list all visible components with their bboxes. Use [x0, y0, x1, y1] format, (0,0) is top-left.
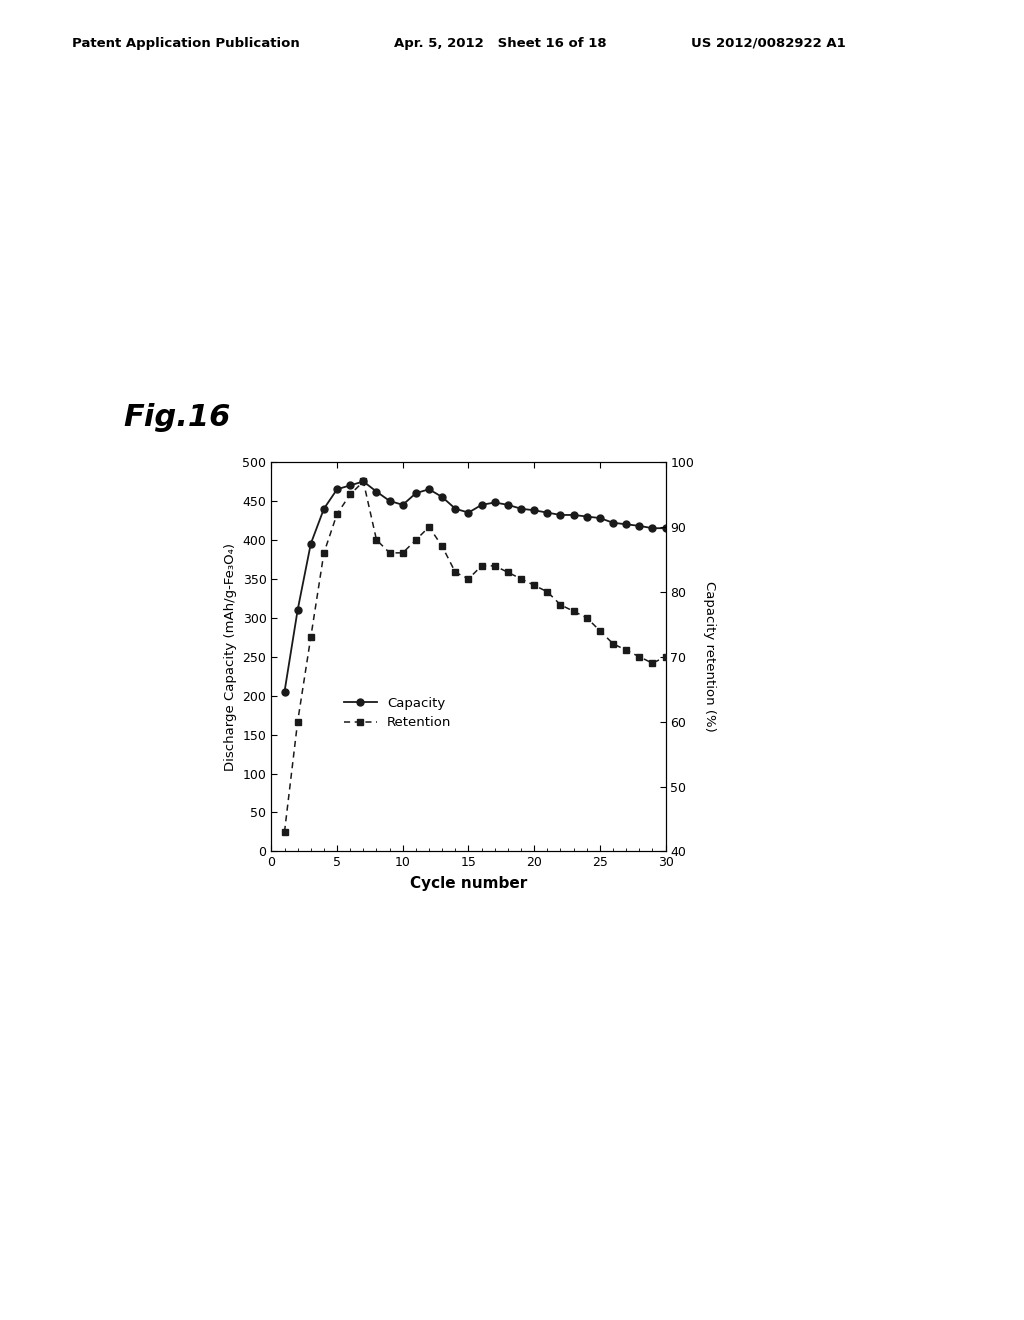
Line: Capacity: Capacity [281, 478, 669, 696]
Retention [621, 643, 633, 659]
Text: Apr. 5, 2012   Sheet 16 of 18: Apr. 5, 2012 Sheet 16 of 18 [394, 37, 607, 50]
Retention [541, 583, 553, 599]
Retention [594, 623, 606, 639]
Retention [410, 532, 422, 548]
X-axis label: Cycle number: Cycle number [410, 876, 527, 891]
Retention [357, 474, 370, 490]
Retention [331, 506, 343, 521]
Retention [515, 572, 527, 587]
Text: US 2012/0082922 A1: US 2012/0082922 A1 [691, 37, 846, 50]
Retention [633, 649, 645, 665]
Capacity [317, 500, 330, 516]
Capacity [502, 496, 514, 512]
Capacity [410, 486, 422, 502]
Retention [567, 603, 580, 619]
Retention [646, 655, 658, 671]
Capacity [357, 474, 370, 490]
Capacity [305, 536, 317, 552]
Retention [488, 558, 501, 574]
Capacity [396, 496, 409, 512]
Capacity [515, 500, 527, 516]
Capacity [659, 520, 672, 536]
Capacity [279, 684, 291, 700]
Retention [279, 824, 291, 840]
Text: Patent Application Publication: Patent Application Publication [72, 37, 299, 50]
Capacity [463, 504, 475, 520]
Retention [423, 519, 435, 535]
Retention [436, 539, 449, 554]
Legend: Capacity, Retention: Capacity, Retention [337, 690, 458, 735]
Capacity [344, 478, 356, 494]
Capacity [528, 503, 541, 519]
Retention [396, 545, 409, 561]
Capacity [292, 602, 304, 618]
Capacity [594, 510, 606, 525]
Retention [344, 487, 356, 503]
Y-axis label: Capacity retention (%): Capacity retention (%) [702, 581, 716, 733]
Capacity [607, 515, 620, 531]
Retention [371, 532, 383, 548]
Retention [450, 565, 462, 581]
Retention [475, 558, 487, 574]
Capacity [621, 516, 633, 532]
Capacity [646, 520, 658, 536]
Capacity [488, 495, 501, 511]
Capacity [331, 482, 343, 498]
Line: Retention: Retention [281, 478, 669, 836]
Retention [317, 545, 330, 561]
Capacity [423, 482, 435, 498]
Text: Fig.16: Fig.16 [123, 403, 230, 432]
Capacity [567, 507, 580, 523]
Capacity [450, 500, 462, 516]
Capacity [475, 496, 487, 512]
Retention [383, 545, 395, 561]
Retention [463, 572, 475, 587]
Retention [659, 649, 672, 665]
Retention [292, 714, 304, 730]
Capacity [554, 507, 566, 523]
Capacity [383, 494, 395, 510]
Capacity [581, 508, 593, 524]
Capacity [541, 504, 553, 520]
Retention [502, 565, 514, 581]
Retention [607, 636, 620, 652]
Capacity [371, 483, 383, 499]
Retention [581, 610, 593, 626]
Y-axis label: Discharge Capacity (mAh/g-Fe₃O₄): Discharge Capacity (mAh/g-Fe₃O₄) [224, 543, 237, 771]
Retention [554, 597, 566, 612]
Retention [305, 630, 317, 645]
Capacity [633, 517, 645, 533]
Capacity [436, 490, 449, 506]
Retention [528, 577, 541, 593]
